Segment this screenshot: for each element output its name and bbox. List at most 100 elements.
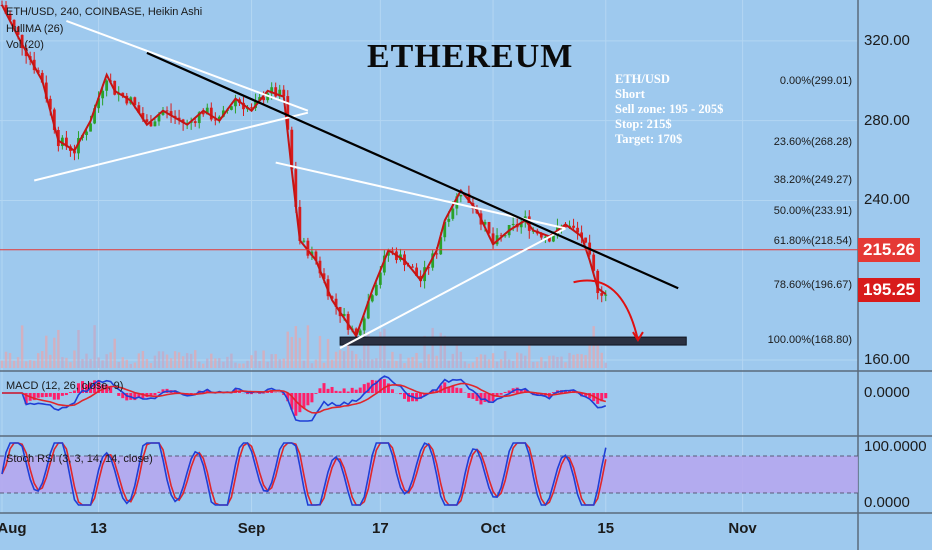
candle-body xyxy=(278,89,282,97)
volume-bar xyxy=(487,359,491,368)
volume-bar xyxy=(560,356,563,368)
trade-stop: Stop: 215$ xyxy=(615,117,672,131)
volume-bar xyxy=(177,352,181,368)
volume-bar xyxy=(254,350,257,368)
price-tick-label: 160.00 xyxy=(864,351,910,369)
macd-histogram-bar xyxy=(330,386,334,393)
hullma-line xyxy=(1,4,607,339)
candle-body xyxy=(153,121,157,127)
volume-bar xyxy=(93,325,96,368)
candle-body xyxy=(362,318,366,331)
candle-body xyxy=(459,194,463,197)
macd-histogram-bar xyxy=(153,393,157,396)
macd-histogram-bar xyxy=(137,393,141,398)
candle-body xyxy=(286,96,290,130)
time-tick-label: Aug xyxy=(0,520,27,537)
candle-body xyxy=(391,250,394,252)
projection-arrow-head xyxy=(632,331,644,342)
volume-bar xyxy=(330,359,334,368)
volume-bar xyxy=(491,353,495,368)
stoch-rsi-panel xyxy=(1,441,607,507)
macd-zero-label: 0.0000 xyxy=(864,384,910,401)
fib-level-label: 78.60%(196.67) xyxy=(773,278,852,291)
candle-body xyxy=(483,222,487,225)
macd-histogram-bar xyxy=(564,390,567,393)
macd-histogram-bar xyxy=(600,393,604,402)
candle-body xyxy=(89,123,92,132)
candle-body xyxy=(213,119,217,121)
volume-bar xyxy=(588,338,591,368)
macd-histogram-bar xyxy=(56,393,60,400)
candle-body xyxy=(157,114,161,122)
macd-histogram-bar xyxy=(141,393,145,399)
candle-body xyxy=(77,138,80,154)
volume-bar xyxy=(242,363,245,368)
volume-bar xyxy=(516,352,519,368)
triangle-2-lower xyxy=(339,227,566,349)
volume-bar xyxy=(194,350,197,368)
candle-body xyxy=(141,112,145,120)
volume-bar xyxy=(266,361,269,368)
candle-body xyxy=(302,240,306,242)
macd-histogram-bar xyxy=(431,389,435,393)
macd-histogram-bar xyxy=(338,391,342,393)
macd-histogram-bar xyxy=(93,380,97,393)
volume-bar xyxy=(45,335,48,368)
volume-bar xyxy=(61,357,64,368)
volume-bar xyxy=(290,337,293,368)
trade-idea-box: ETH/USD Short Sell zone: 195 - 205$ Stop… xyxy=(615,72,723,147)
candle-body xyxy=(580,232,583,238)
candle-body xyxy=(503,235,507,237)
volume-bar xyxy=(427,354,430,368)
volume-legend: Vol (20) xyxy=(6,39,44,51)
candle-body xyxy=(491,233,495,245)
candle-body xyxy=(439,237,443,255)
macd-histogram-bar xyxy=(97,380,101,393)
volume-bar xyxy=(246,360,249,368)
volume-bar xyxy=(57,329,60,368)
volume-bar xyxy=(584,355,587,368)
volume-bar xyxy=(511,361,515,368)
candle-body xyxy=(374,284,378,296)
volume-bar xyxy=(262,350,265,368)
projection-arrow xyxy=(573,279,639,341)
candle-body xyxy=(20,34,24,49)
volume-bar xyxy=(375,358,378,368)
volume-bar xyxy=(536,361,539,368)
descending-trendline xyxy=(146,51,679,290)
stoch-0-label: 0.0000 xyxy=(864,494,910,511)
volume-bar xyxy=(544,361,547,368)
volume-bar xyxy=(189,353,193,368)
candle-body xyxy=(378,272,382,285)
macd-histogram-bar xyxy=(415,393,419,402)
macd-histogram-bar xyxy=(398,393,402,395)
macd-histogram-bar xyxy=(419,393,423,399)
volume-bar xyxy=(568,352,571,368)
macd-histogram-bar xyxy=(109,387,113,393)
candle-body xyxy=(97,98,100,109)
candle-body xyxy=(60,137,64,147)
trade-target: Target: 170$ xyxy=(615,132,683,146)
volume-bar xyxy=(8,353,12,368)
candle-body xyxy=(4,5,8,14)
macd-histogram-bar xyxy=(507,390,511,393)
volume-bar xyxy=(125,359,128,368)
volume-bar xyxy=(556,356,559,368)
macd-histogram-bar xyxy=(322,383,326,393)
volume-bar xyxy=(238,363,241,368)
volume-bar xyxy=(314,359,318,368)
price-tick-label: 320.00 xyxy=(864,31,910,49)
candle-body xyxy=(346,313,350,330)
candle-body xyxy=(467,193,471,203)
candle-body xyxy=(40,72,44,83)
volume-bar xyxy=(604,362,607,368)
candle-body xyxy=(314,251,318,261)
macd-histogram-bar xyxy=(390,389,394,393)
symbol-header: ETH/USD, 240, COINBASE, Heikin Ashi xyxy=(6,6,203,18)
volume-bar xyxy=(214,358,217,368)
candle-body xyxy=(527,216,531,231)
volume-bar xyxy=(342,351,346,368)
macd-histogram-bar xyxy=(334,390,338,393)
candle-body xyxy=(209,107,213,120)
candle-body xyxy=(499,235,503,237)
